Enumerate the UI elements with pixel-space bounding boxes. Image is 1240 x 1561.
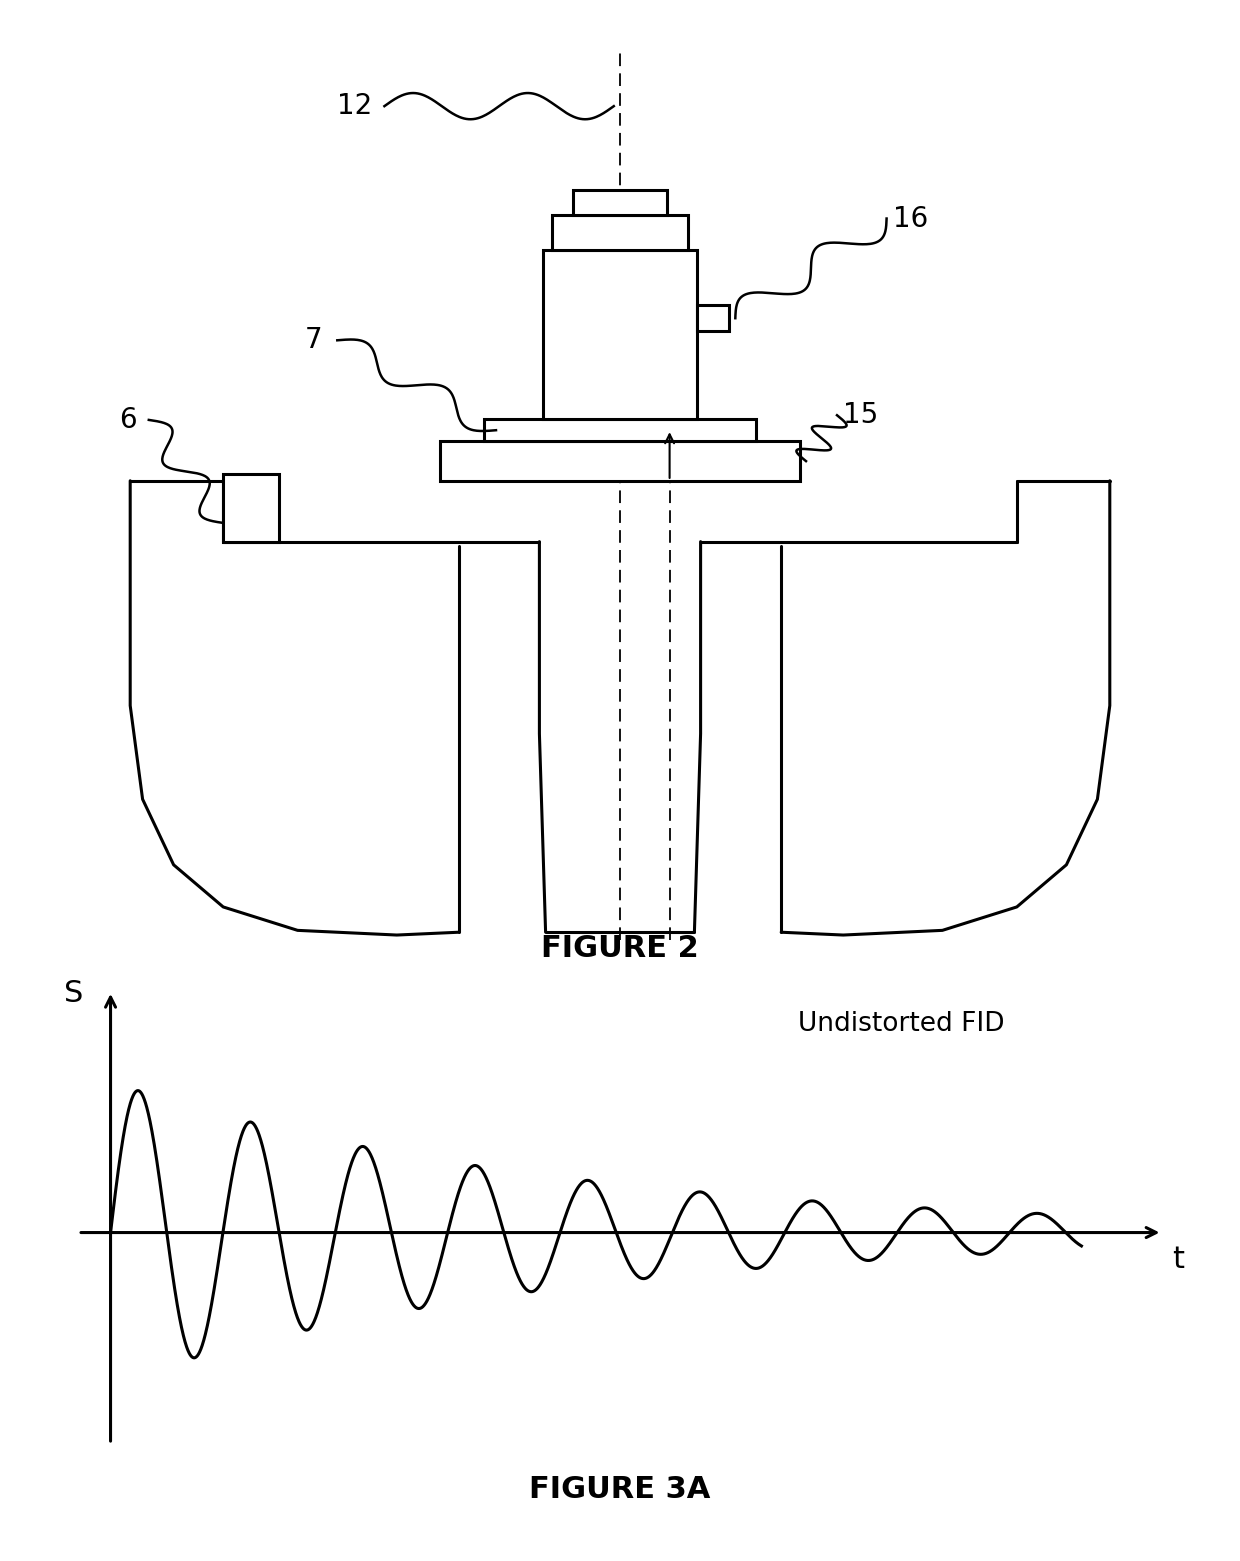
Text: t: t	[1173, 1246, 1184, 1274]
Text: S: S	[64, 979, 84, 1008]
Text: 12: 12	[337, 92, 372, 120]
Text: 16: 16	[893, 204, 928, 233]
Bar	[223, 475, 279, 542]
Bar	[697, 304, 729, 331]
Text: FIGURE 3A: FIGURE 3A	[529, 1475, 711, 1505]
Bar	[543, 250, 697, 418]
Bar	[440, 442, 800, 481]
Bar	[552, 215, 688, 250]
Text: 15: 15	[843, 401, 878, 429]
Bar	[573, 190, 667, 215]
Bar	[484, 418, 756, 442]
Text: Undistorted FID: Undistorted FID	[799, 1012, 1004, 1037]
Text: 6: 6	[119, 406, 136, 434]
Text: FIGURE 2: FIGURE 2	[541, 933, 699, 963]
Text: 7: 7	[305, 326, 322, 354]
